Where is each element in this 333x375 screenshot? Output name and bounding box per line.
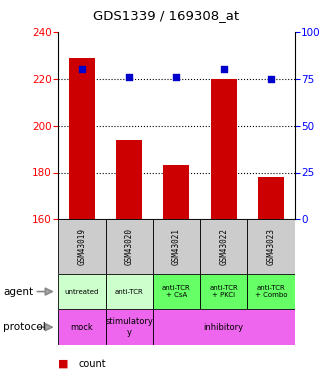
Text: count: count — [78, 359, 106, 369]
Text: anti-TCR
+ PKCi: anti-TCR + PKCi — [209, 285, 238, 298]
Bar — [106, 309, 153, 345]
Text: GDS1339 / 169308_at: GDS1339 / 169308_at — [94, 9, 239, 22]
Text: inhibitory: inhibitory — [204, 322, 244, 332]
Point — [268, 76, 274, 82]
Bar — [258, 177, 284, 219]
Bar — [153, 274, 200, 309]
Bar — [200, 219, 247, 274]
Text: mock: mock — [71, 322, 93, 332]
Text: anti-TCR
+ Combo: anti-TCR + Combo — [255, 285, 287, 298]
Text: untreated: untreated — [65, 289, 99, 295]
Text: GSM43022: GSM43022 — [219, 228, 228, 265]
Bar — [153, 219, 200, 274]
Text: GSM43019: GSM43019 — [77, 228, 87, 265]
Bar — [58, 274, 106, 309]
Point — [174, 74, 179, 80]
Text: anti-TCR
+ CsA: anti-TCR + CsA — [162, 285, 191, 298]
Bar — [69, 58, 95, 219]
Bar — [211, 79, 237, 219]
Text: anti-TCR: anti-TCR — [115, 289, 144, 295]
Text: protocol: protocol — [3, 322, 46, 332]
Bar — [153, 309, 295, 345]
Bar — [58, 219, 106, 274]
Text: agent: agent — [3, 286, 33, 297]
Text: ■: ■ — [58, 359, 69, 369]
Bar — [106, 219, 153, 274]
Bar — [106, 274, 153, 309]
Text: GSM43021: GSM43021 — [172, 228, 181, 265]
Bar — [247, 219, 295, 274]
Text: GSM43023: GSM43023 — [266, 228, 276, 265]
Point — [79, 66, 85, 72]
Bar — [247, 274, 295, 309]
Text: stimulatory
y: stimulatory y — [105, 318, 153, 337]
Bar — [58, 309, 106, 345]
Bar — [116, 140, 142, 219]
Bar — [200, 274, 247, 309]
Point — [221, 66, 226, 72]
Point — [127, 74, 132, 80]
Text: GSM43020: GSM43020 — [125, 228, 134, 265]
Bar — [164, 165, 189, 219]
